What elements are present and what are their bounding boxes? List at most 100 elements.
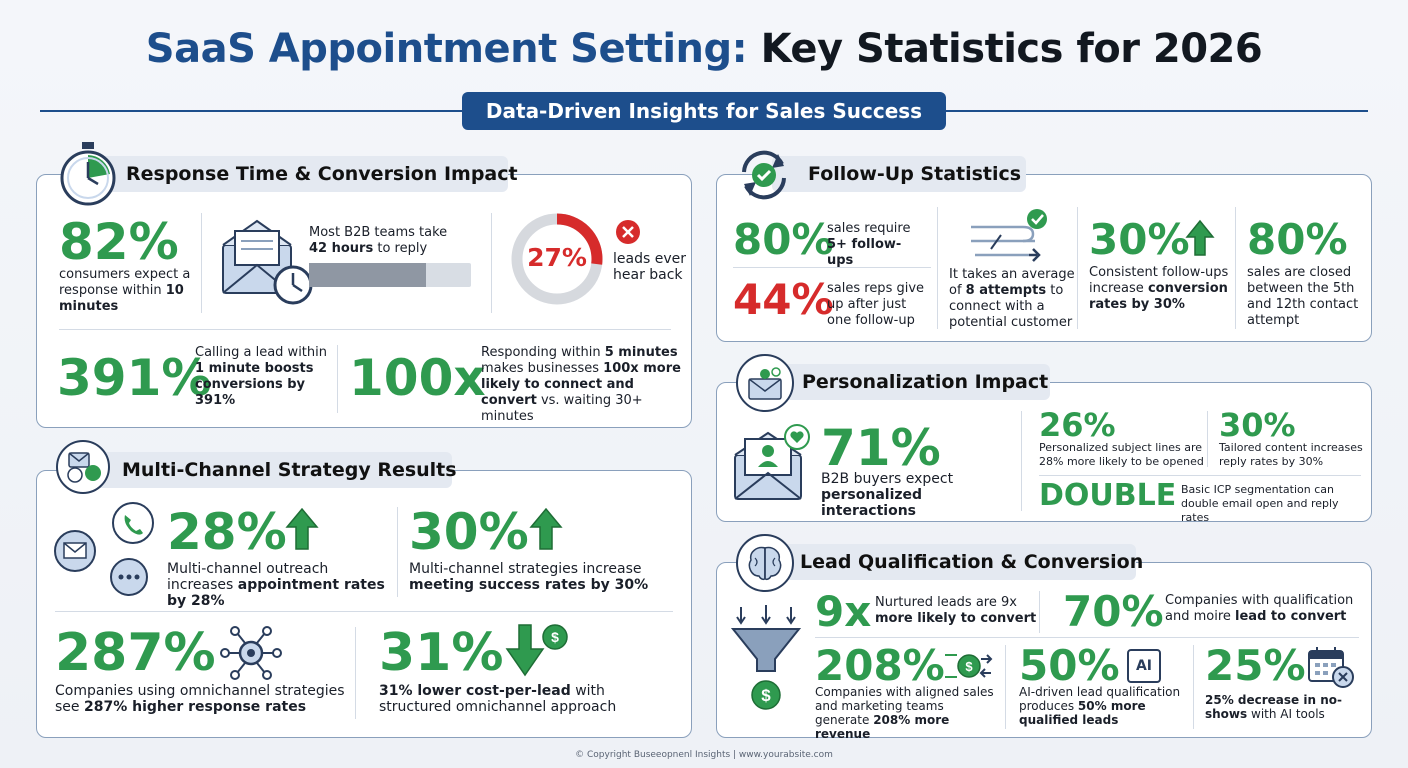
personalization-30-value: 30%	[1219, 406, 1296, 444]
multichannel-287-text: Companies using omnichannel strategies s…	[55, 683, 355, 715]
personalization-panel: 71% B2B buyers expect personalized inter…	[716, 382, 1372, 524]
divider	[1235, 207, 1236, 329]
followup-8-label: It takes an average of	[949, 267, 1075, 298]
followup-80-value: 80%	[733, 215, 834, 264]
response-100x-b1: 5 minutes	[604, 345, 678, 360]
divider	[355, 627, 356, 719]
lead-panel: $ 9x Nurtured leads are 9x more likely t…	[716, 562, 1372, 741]
lead-208-text: Companies with aligned sales and marketi…	[815, 685, 999, 741]
response-100x-t3: vs. waiting 30+ minutes	[481, 393, 643, 424]
response-27-text: leads ever hear back	[613, 251, 686, 283]
followup-44-value: 44%	[733, 275, 834, 324]
multichannel-287-value: 287%	[55, 623, 216, 683]
attempt-path-icon	[971, 209, 1047, 262]
followup-30-text: Consistent follow-ups increase conversio…	[1089, 265, 1231, 313]
divider	[55, 611, 673, 612]
followup-30-value: 30%	[1089, 215, 1190, 264]
divider	[733, 267, 931, 268]
lead-50-bold: 50% more qualified leads	[1019, 699, 1146, 727]
title-rule-left	[40, 110, 462, 112]
personalization-26-text: Personalized subject lines are 28% more …	[1039, 441, 1204, 468]
ai-chip-icon: AI	[1127, 649, 1161, 683]
multichannel-31-bold: 31% lower cost-per-lead	[379, 683, 571, 699]
response-82-bold: 10 minutes	[59, 283, 184, 314]
response-42h-label: Most B2B teams take	[309, 225, 448, 240]
followup-30-bold: conversion rates by 30%	[1089, 281, 1228, 312]
chat-bubbles-icon	[56, 440, 110, 494]
lead-70-bold: lead to convert	[1235, 609, 1347, 624]
lead-25-text: 25% decrease in no-shows with AI tools	[1205, 693, 1365, 721]
followup-80-text: sales require 5+ follow-ups	[827, 221, 927, 269]
followup-panel-title: Follow-Up Statistics	[772, 156, 1026, 192]
funnel-dollar-icon: $	[731, 605, 801, 710]
followup-80b-text: sales are closed between the 5th and 12t…	[1247, 265, 1359, 328]
envelope-clock-icon	[222, 219, 313, 305]
response-42h-text: Most B2B teams take 42 hours to reply	[309, 225, 489, 257]
multichannel-28-text: Multi-channel outreach increases appoint…	[167, 561, 397, 609]
followup-80b-value: 80%	[1247, 215, 1348, 264]
response-27-value: 27%	[527, 243, 587, 272]
followup-44-text: sales reps give up after just one follow…	[827, 281, 925, 328]
lead-208-value: 208%	[815, 641, 945, 690]
calendar-cancel-icon	[1308, 647, 1354, 688]
multichannel-31-text: 31% lower cost-per-lead with structured …	[379, 683, 659, 715]
refresh-check-icon	[742, 150, 786, 200]
lead-9x-value: 9x	[815, 587, 872, 636]
stopwatch-icon	[60, 142, 116, 206]
title-part-2: Key Statistics for 2026	[760, 26, 1263, 72]
multichannel-30-value: 30%	[409, 503, 529, 561]
divider	[1005, 645, 1006, 729]
svg-text:$: $	[965, 659, 973, 674]
followup-8-text: It takes an average of 8 attempts to con…	[949, 267, 1079, 331]
lead-9x-label: Nurtured leads are 9x	[875, 595, 1017, 610]
multichannel-28-value: 28%	[167, 503, 287, 561]
multichannel-30-text: Multi-channel strategies increase meetin…	[409, 561, 649, 593]
brain-icon	[736, 534, 794, 592]
multichannel-30-label: Multi-channel strategies increase	[409, 561, 642, 577]
title-rule-right	[946, 110, 1368, 112]
lead-208-label: Companies with aligned sales and marketi…	[815, 685, 994, 727]
multichannel-panel: 28% Multi-channel outreach increases app…	[36, 470, 692, 738]
page-title: SaaS Appointment Setting: Key Statistics…	[0, 26, 1408, 72]
lead-panel-title: Lead Qualification & Conversion	[774, 544, 1143, 580]
response-42h-bold: 42 hours	[309, 241, 374, 256]
arrow-down-dollar-icon: $	[505, 624, 568, 677]
multichannel-287-label: Companies using omnichannel strategies s…	[55, 683, 345, 715]
response-panel-title: Response Time & Conversion Impact	[88, 156, 518, 192]
response-82-text: consumers expect a response within 10 mi…	[59, 267, 209, 315]
personalization-71-text: B2B buyers expect personalized interacti…	[821, 471, 1021, 519]
personalization-71-bold: personalized interactions	[821, 487, 923, 519]
response-42h-bar-fill	[309, 263, 426, 287]
personalization-double-text: Basic ICP segmentation can double email …	[1181, 483, 1339, 524]
lead-70-label: Companies with qualification and moire	[1165, 593, 1354, 624]
divider	[491, 213, 492, 313]
personalization-double-value: DOUBLE	[1039, 478, 1177, 513]
response-82-label: consumers expect a response within	[59, 267, 191, 298]
divider	[1193, 645, 1194, 729]
multichannel-28-bold: appointment rates by 28%	[167, 577, 385, 609]
multichannel-287-bold: 287% higher response rates	[83, 699, 307, 715]
response-391-bold: 1 minute boosts conversions by 391%	[195, 361, 314, 408]
multichannel-28-label: Multi-channel outreach increases	[167, 561, 329, 593]
lead-50-value: 50%	[1019, 641, 1120, 690]
response-391-label: Calling a lead within	[195, 345, 327, 360]
exchange-dollar-icon: $	[945, 654, 993, 678]
response-82-value: 82%	[59, 213, 179, 271]
response-100x-t1: Responding within	[481, 345, 601, 360]
svg-text:$: $	[551, 629, 559, 645]
divider	[59, 329, 671, 330]
lead-25-bold: 25% decrease in no-shows	[1205, 693, 1342, 721]
response-42h-bar-track	[309, 263, 471, 287]
donut-arc	[511, 213, 603, 305]
followup-8-label2: to connect with a potential customer	[949, 283, 1073, 330]
multichannel-panel-title: Multi-Channel Strategy Results	[88, 452, 457, 488]
followup-30-label: Consistent follow-ups increase	[1089, 265, 1229, 296]
response-42h-suffix: to reply	[377, 241, 428, 256]
divider	[1039, 591, 1040, 633]
lead-50-label: AI-driven lead qualification produces	[1019, 685, 1181, 713]
divider	[1077, 207, 1078, 329]
multichannel-30-bold: meeting success rates by 30%	[409, 577, 649, 593]
lead-25-value: 25%	[1205, 641, 1306, 690]
personalization-30-text: Tailored content increases reply rates b…	[1219, 441, 1363, 468]
lead-50-text: AI-driven lead qualification produces 50…	[1019, 685, 1195, 727]
